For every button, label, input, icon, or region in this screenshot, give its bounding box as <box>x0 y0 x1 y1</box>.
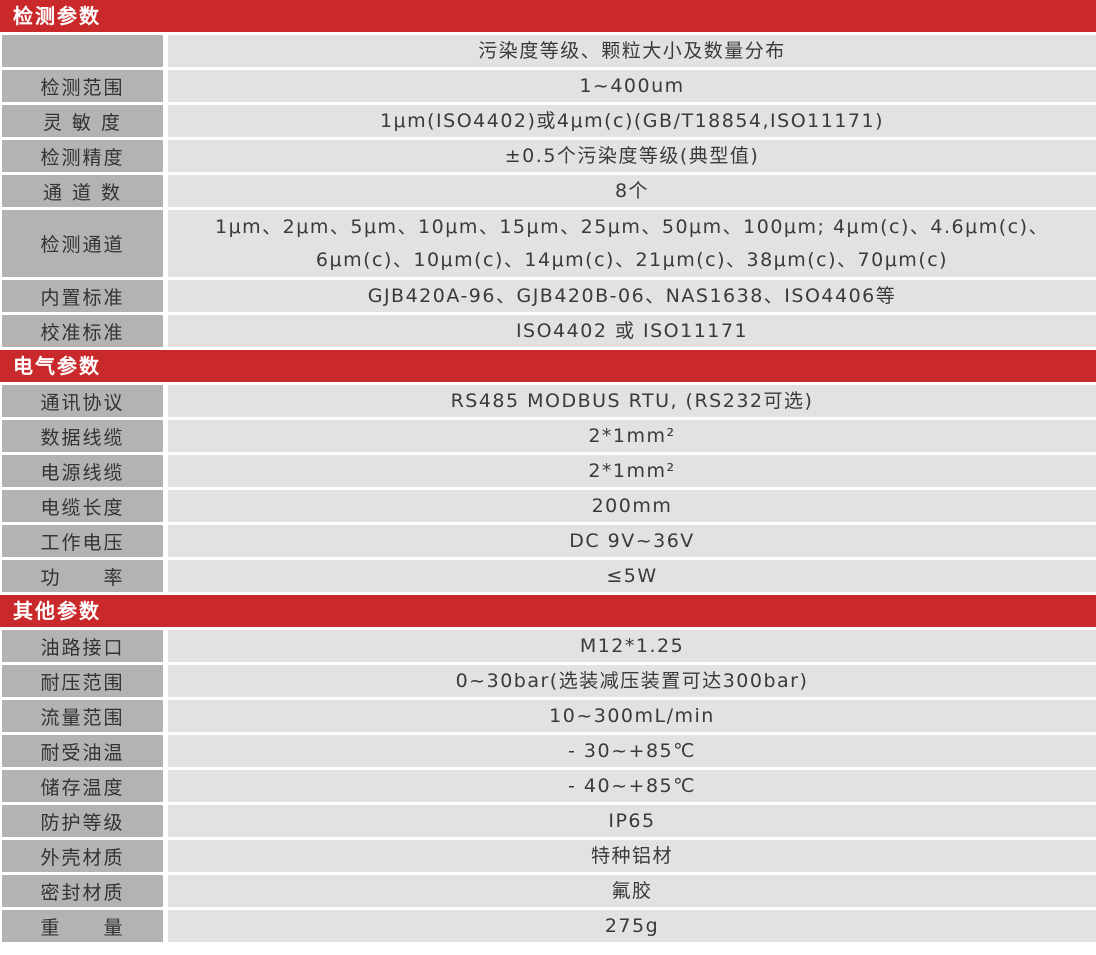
spec-row-value: 1~400um <box>168 70 1096 102</box>
spec-row: 校准标准 ISO4402 或 ISO11171 <box>2 315 1096 347</box>
spec-row-value: - 40~+85℃ <box>168 770 1096 802</box>
spec-row-label: 重 量 <box>2 910 163 942</box>
spec-row-label: 耐受油温 <box>2 735 163 767</box>
spec-row-label: 灵 敏 度 <box>2 105 163 137</box>
spec-row-label: 工作电压 <box>2 525 163 557</box>
spec-row-label: 耐压范围 <box>2 665 163 697</box>
spec-row-value: 1μm(ISO4402)或4μm(c)(GB/T18854,ISO11171) <box>168 105 1096 137</box>
spec-row: 耐压范围 0~30bar(选装减压装置可达300bar) <box>2 665 1096 697</box>
spec-row: 耐受油温 - 30~+85℃ <box>2 735 1096 767</box>
section-header-detection: 检测参数 <box>0 0 1096 32</box>
spec-row-label: 油路接口 <box>2 630 163 662</box>
spec-row: 重 量 275g <box>2 910 1096 942</box>
spec-row-label: 电缆长度 <box>2 490 163 522</box>
spec-row-label: 电源线缆 <box>2 455 163 487</box>
spec-row-value: GJB420A-96、GJB420B-06、NAS1638、ISO4406等 <box>168 280 1096 312</box>
spec-row-value: 1μm、2μm、5μm、10μm、15μm、25μm、50μm、100μm; 4… <box>168 210 1096 277</box>
spec-row-label: 通讯协议 <box>2 385 163 417</box>
spec-row: 检测通道 1μm、2μm、5μm、10μm、15μm、25μm、50μm、100μ… <box>2 210 1096 277</box>
spec-row-label: 数据线缆 <box>2 420 163 452</box>
spec-row: 灵 敏 度 1μm(ISO4402)或4μm(c)(GB/T18854,ISO11… <box>2 105 1096 137</box>
spec-row: 防护等级 IP65 <box>2 805 1096 837</box>
spec-row-value: 污染度等级、颗粒大小及数量分布 <box>168 35 1096 67</box>
spec-row-label: 功 率 <box>2 560 163 592</box>
spec-row: 电源线缆 2*1mm² <box>2 455 1096 487</box>
spec-row: 通讯协议 RS485 MODBUS RTU, (RS232可选) <box>2 385 1096 417</box>
spec-row-value: 0~30bar(选装减压装置可达300bar) <box>168 665 1096 697</box>
spec-row: 电缆长度 200mm <box>2 490 1096 522</box>
spec-row: 检测范围 1~400um <box>2 70 1096 102</box>
spec-row-label: 检测范围 <box>2 70 163 102</box>
spec-row-value: DC 9V~36V <box>168 525 1096 557</box>
spec-row-label: 流量范围 <box>2 700 163 732</box>
spec-row-label <box>2 35 163 67</box>
spec-row-value: M12*1.25 <box>168 630 1096 662</box>
spec-row-value: - 30~+85℃ <box>168 735 1096 767</box>
section-header-electrical: 电气参数 <box>0 350 1096 382</box>
spec-row-value: 2*1mm² <box>168 420 1096 452</box>
spec-row: 油路接口 M12*1.25 <box>2 630 1096 662</box>
spec-row-value: 氟胶 <box>168 875 1096 907</box>
spec-row-value: IP65 <box>168 805 1096 837</box>
spec-row-value: ISO4402 或 ISO11171 <box>168 315 1096 347</box>
spec-row: 检测精度 ±0.5个污染度等级(典型值) <box>2 140 1096 172</box>
spec-row-label: 储存温度 <box>2 770 163 802</box>
spec-row: 储存温度 - 40~+85℃ <box>2 770 1096 802</box>
section-header-other: 其他参数 <box>0 595 1096 627</box>
spec-row: 功 率 ≤5W <box>2 560 1096 592</box>
spec-row: 内置标准 GJB420A-96、GJB420B-06、NAS1638、ISO440… <box>2 280 1096 312</box>
spec-row-label: 通 道 数 <box>2 175 163 207</box>
spec-row-value: 200mm <box>168 490 1096 522</box>
spec-row-value: 275g <box>168 910 1096 942</box>
spec-row-label: 内置标准 <box>2 280 163 312</box>
spec-row-value: RS485 MODBUS RTU, (RS232可选) <box>168 385 1096 417</box>
spec-row: 数据线缆 2*1mm² <box>2 420 1096 452</box>
spec-row-value: 8个 <box>168 175 1096 207</box>
spec-row-label: 检测精度 <box>2 140 163 172</box>
spec-row: 通 道 数 8个 <box>2 175 1096 207</box>
spec-row: 流量范围 10~300mL/min <box>2 700 1096 732</box>
spec-row-label: 检测通道 <box>2 210 163 277</box>
spec-row: 污染度等级、颗粒大小及数量分布 <box>2 35 1096 67</box>
spec-row-value: 2*1mm² <box>168 455 1096 487</box>
spec-row-label: 密封材质 <box>2 875 163 907</box>
spec-row-value: ≤5W <box>168 560 1096 592</box>
spec-row-label: 外壳材质 <box>2 840 163 872</box>
spec-row-value: ±0.5个污染度等级(典型值) <box>168 140 1096 172</box>
spec-row: 工作电压 DC 9V~36V <box>2 525 1096 557</box>
spec-row: 密封材质 氟胶 <box>2 875 1096 907</box>
spec-row-value: 特种铝材 <box>168 840 1096 872</box>
spec-row: 外壳材质 特种铝材 <box>2 840 1096 872</box>
spec-row-value: 10~300mL/min <box>168 700 1096 732</box>
spec-row-label: 校准标准 <box>2 315 163 347</box>
spec-row-label: 防护等级 <box>2 805 163 837</box>
